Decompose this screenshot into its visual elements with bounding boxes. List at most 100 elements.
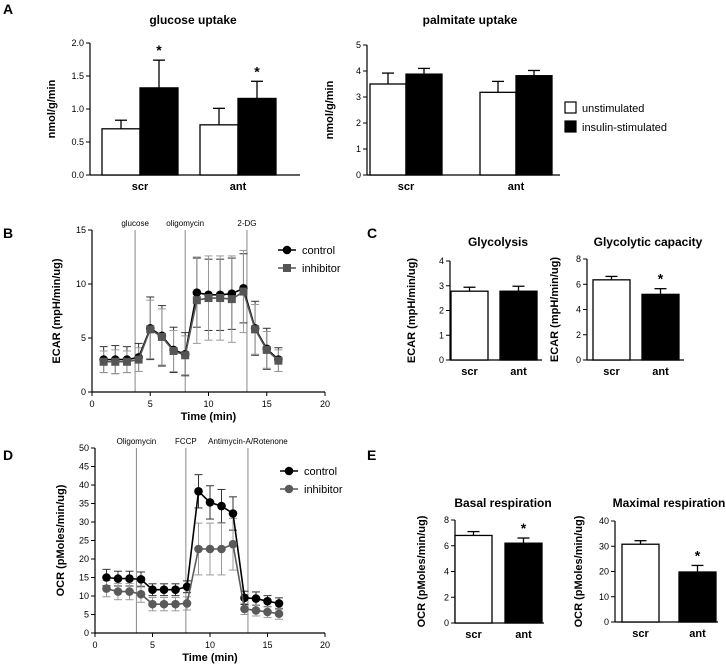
data-point <box>284 466 294 476</box>
x-tick-label: 10 <box>205 640 215 650</box>
y-tick-label: 4 <box>439 256 444 266</box>
y-tick-label: 3 <box>439 281 444 291</box>
y-tick-label: 35 <box>79 499 89 509</box>
y-tick-label: 3 <box>356 92 361 102</box>
y-tick-label: 0 <box>81 387 86 397</box>
data-point <box>274 356 283 365</box>
panel-label-c: C <box>367 225 377 241</box>
data-point <box>159 599 169 609</box>
injection-label: oligomycin <box>166 219 204 228</box>
injection-label: glucose <box>121 219 149 228</box>
x-category-label: ant <box>510 366 527 378</box>
panel-label-d: D <box>3 447 13 463</box>
y-tick-label: 40 <box>599 516 609 526</box>
data-point <box>228 539 238 549</box>
y-axis-title: OCR (pMoles/min/ug) <box>55 484 67 596</box>
y-tick-label: 8 <box>576 254 581 264</box>
data-point <box>228 509 238 518</box>
y-tick-label: 5 <box>356 40 361 50</box>
y-tick-label: 25 <box>79 536 89 546</box>
y-tick-label: 2 <box>356 118 361 128</box>
data-point <box>251 594 261 603</box>
data-point <box>148 599 157 609</box>
legend-label: inhibitor <box>304 484 343 496</box>
panel-label-a: A <box>3 1 13 17</box>
data-point <box>102 584 111 593</box>
data-point <box>284 484 294 494</box>
legend-swatch <box>564 101 577 114</box>
data-point <box>283 264 291 272</box>
legend-label: control <box>302 245 335 257</box>
y-tick-label: 4 <box>444 567 449 577</box>
y-tick-label: 4 <box>356 66 361 76</box>
data-point <box>113 574 123 583</box>
data-point <box>171 599 180 609</box>
data-point <box>113 587 123 596</box>
x-tick-label: 0 <box>89 399 94 409</box>
bar <box>504 542 543 624</box>
y-tick-label: 0.0 <box>71 170 84 180</box>
data-point <box>125 587 134 596</box>
x-category-label: scr <box>398 181 415 193</box>
bar <box>369 83 407 176</box>
y-tick-label: 0 <box>439 355 444 365</box>
y-tick-label: 40 <box>79 480 89 490</box>
data-point <box>136 575 146 584</box>
injection-label: Oligomycin <box>117 437 157 446</box>
y-tick-label: 15 <box>79 573 89 583</box>
y-axis-title: OCR (pMoles/min/ug) <box>416 515 428 627</box>
x-tick-label: 20 <box>320 640 330 650</box>
y-tick-label: 15 <box>76 225 86 235</box>
chart-maximal: Maximal respiration 0 10 20 30 40 OCR (pMoles/… <box>573 496 725 640</box>
data-point <box>148 585 157 595</box>
y-axis-title: nmol/g/min <box>324 80 336 139</box>
bar <box>139 87 179 176</box>
y-tick-label: 10 <box>76 279 86 289</box>
y-tick-label: 0 <box>84 628 89 638</box>
x-category-label: ant <box>689 628 706 640</box>
bar <box>592 279 631 361</box>
data-point <box>192 296 201 305</box>
x-tick-label: 15 <box>262 640 272 650</box>
chart-title: glucose uptake <box>149 13 237 27</box>
y-tick-label: 0.5 <box>71 137 84 147</box>
injection-label: FCCP <box>175 437 197 446</box>
chart-title: Basal respiration <box>454 496 551 510</box>
data-point <box>205 498 215 507</box>
data-point <box>204 294 213 303</box>
legend-label: control <box>304 466 337 478</box>
x-category-label: ant <box>652 366 669 378</box>
data-point <box>262 345 271 354</box>
chart-glucose: glucose uptake 0.0 0.5 1.0 1.5 2.0 nmol/g/min s… <box>46 13 300 193</box>
data-point <box>263 607 272 617</box>
x-tick-label: 10 <box>203 399 213 409</box>
chart-palmitate: palmitate uptake 0 1 2 3 4 5 nmol/g/min scr ant un… <box>324 13 667 193</box>
y-tick-label: 2 <box>444 592 449 602</box>
y-tick-label: 1 <box>439 330 444 340</box>
chart-title: Maximal respiration <box>613 496 726 510</box>
chart-title: palmitate uptake <box>423 13 518 27</box>
data-point <box>102 573 111 582</box>
data-point <box>263 596 272 606</box>
chart-ocr: Oligomycin FCCP Antimycin-A/Rotenone 0 5 10 15… <box>55 437 343 664</box>
chart-glycolytic_capacity: Glycolytic capacity 0 2 4 6 8 ECAR (mpH/min/ug… <box>549 235 703 378</box>
significance-star: * <box>695 547 701 563</box>
y-tick-label: 2 <box>576 330 581 340</box>
x-category-label: scr <box>132 181 149 193</box>
data-point <box>182 599 192 608</box>
legend-label: inhibitor <box>302 263 341 275</box>
data-point <box>217 501 226 511</box>
x-category-label: ant <box>515 629 532 641</box>
data-point <box>274 609 284 619</box>
injection-label: Antimycin-A/Rotenone <box>208 437 288 446</box>
bar <box>678 571 717 623</box>
data-point <box>251 325 260 334</box>
bar <box>405 73 443 176</box>
x-tick-label: 5 <box>150 640 155 650</box>
x-tick-label: 5 <box>148 399 153 409</box>
y-tick-label: 0 <box>444 618 449 628</box>
chart-basal: Basal respiration 0 2 4 6 8 OCR (pMoles/min/ug… <box>416 496 552 641</box>
x-tick-label: 15 <box>262 399 272 409</box>
series-line-control <box>106 489 280 605</box>
y-axis-title: nmol/g/min <box>46 79 58 138</box>
